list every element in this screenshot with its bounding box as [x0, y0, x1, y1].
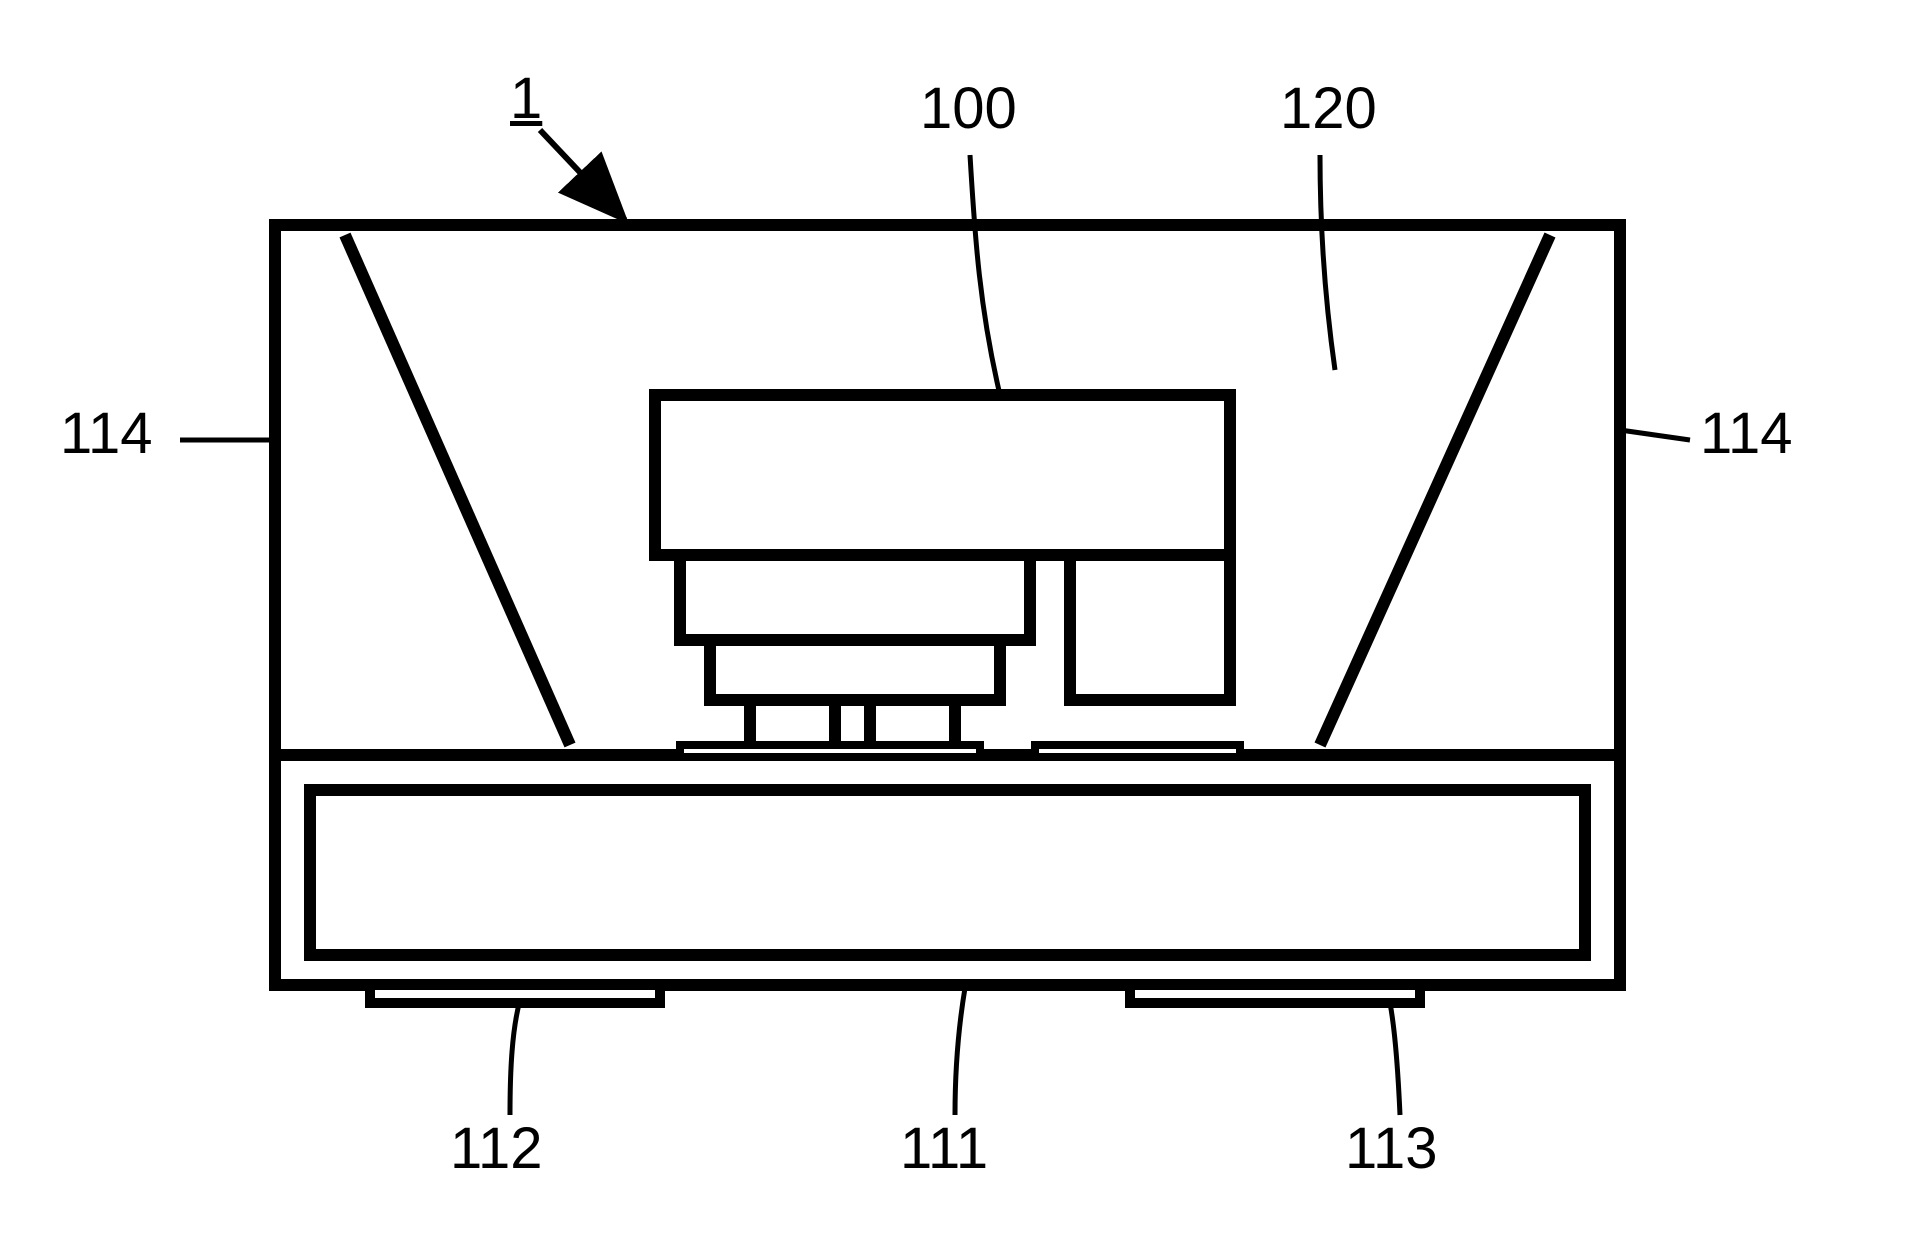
reflector-right	[1320, 235, 1550, 745]
chip-stack	[655, 395, 1230, 755]
reflector-left	[345, 235, 570, 745]
chip-right-pillar	[1070, 555, 1230, 700]
label-111: 111	[900, 1115, 988, 1182]
chip-step-left	[710, 640, 1000, 700]
label-assembly: 1	[510, 65, 542, 132]
leader-112	[510, 1000, 520, 1115]
leader-120	[1320, 155, 1335, 370]
label-114-left: 114	[60, 400, 152, 467]
contact-left	[680, 745, 980, 757]
leader-114-right	[1620, 430, 1690, 440]
label-120: 120	[1280, 75, 1377, 142]
bottom-pad-left	[370, 985, 660, 1003]
leader-assembly	[540, 130, 625, 220]
leader-100	[970, 155, 1000, 395]
label-113: 113	[1345, 1115, 1437, 1182]
chip-top	[655, 395, 1230, 555]
bottom-pad-right	[1130, 985, 1420, 1003]
leader-113	[1390, 1003, 1400, 1115]
contact-right	[1035, 745, 1240, 757]
leader-111	[955, 988, 965, 1115]
diagram-svg	[0, 0, 1911, 1256]
base-inner	[310, 790, 1585, 955]
label-112: 112	[450, 1115, 542, 1182]
label-100: 100	[920, 75, 1017, 142]
contact-strips	[680, 745, 1240, 757]
label-114-right: 114	[1700, 400, 1792, 467]
chip-mid-left	[680, 555, 1030, 640]
